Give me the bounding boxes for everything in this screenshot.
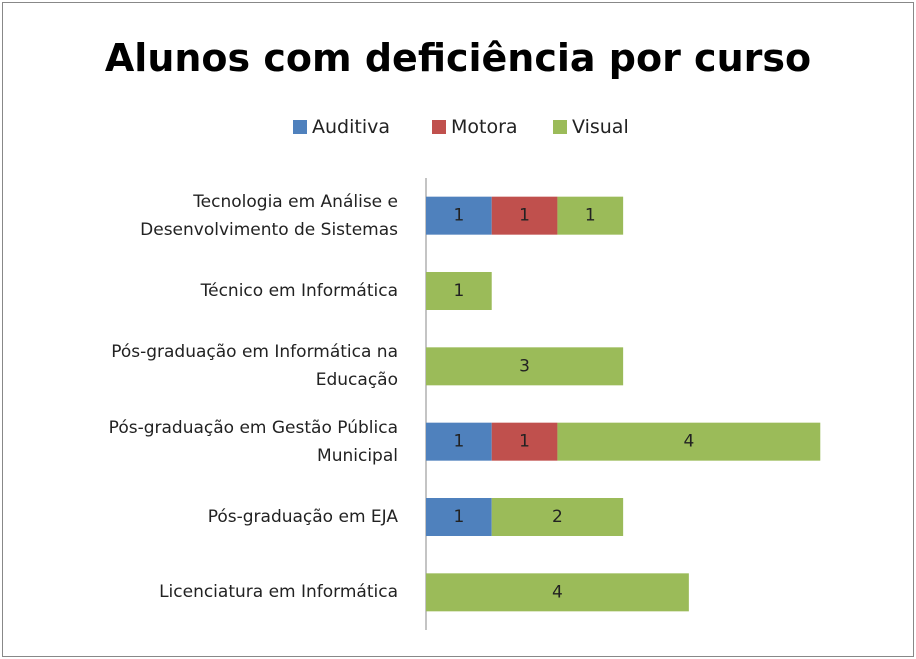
category-label: Pós-graduação em EJA: [207, 507, 398, 527]
data-label: 2: [552, 507, 563, 527]
bar-segment: [557, 422, 821, 461]
data-label: 1: [519, 432, 530, 452]
bar-segment: [426, 573, 689, 612]
bar-segment: [557, 196, 624, 235]
legend-swatch: [293, 120, 307, 134]
chart-title: Alunos com deficiência por curso: [105, 36, 811, 80]
bar-segment: [491, 422, 558, 461]
legend-swatch: [432, 120, 446, 134]
bar-segment: [426, 196, 492, 235]
bar-segment: [491, 498, 624, 536]
bar-segment: [426, 347, 624, 386]
data-label: 1: [453, 281, 464, 301]
data-label: 4: [552, 582, 563, 602]
category-label: Licenciatura em Informática: [159, 582, 398, 603]
bar-segment: [491, 196, 558, 235]
data-label: 3: [519, 356, 530, 376]
category-label: Pós-graduação em Informática na Educação: [111, 342, 398, 391]
bar-segment: [426, 422, 492, 461]
category-label: Técnico em Informática: [200, 281, 398, 301]
category-label: Tecnologia em Análise e Desenvolvimento …: [140, 191, 398, 240]
data-label: 1: [453, 432, 464, 452]
bar-segment: [426, 272, 492, 310]
data-label: 1: [453, 206, 464, 226]
data-label: 1: [585, 206, 596, 226]
bar-segment: [426, 498, 492, 536]
data-label: 1: [453, 507, 464, 527]
legend-label: Visual: [572, 116, 629, 138]
data-label: 1: [519, 206, 530, 226]
legend-swatch: [553, 120, 567, 134]
category-label: Pós-graduação em Gestão Pública Municipa…: [108, 417, 398, 466]
legend-label: Auditiva: [312, 116, 390, 138]
legend-label: Motora: [451, 116, 518, 138]
data-label: 4: [683, 432, 694, 452]
